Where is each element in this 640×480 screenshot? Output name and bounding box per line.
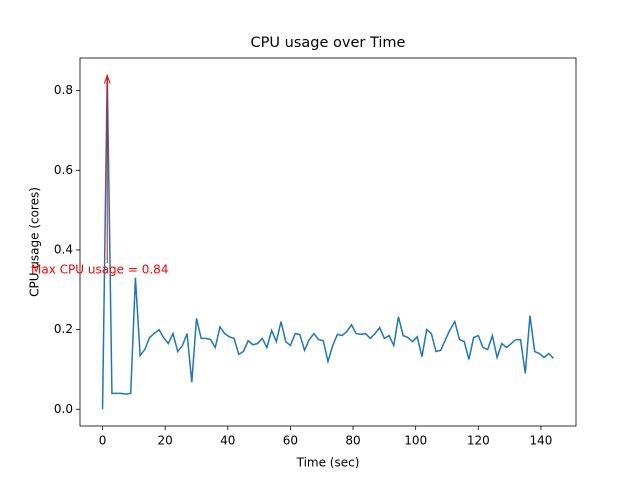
- y-tick-label: 0.4: [54, 242, 73, 256]
- annotation-text: Max CPU usage = 0.84: [31, 263, 168, 277]
- y-axis-label: CPU usage (cores): [28, 187, 42, 297]
- x-tick-label: 0: [99, 434, 107, 448]
- y-tick-label: 0.0: [54, 402, 73, 416]
- x-tick-label: 40: [220, 434, 235, 448]
- x-axis-label: Time (sec): [296, 456, 360, 470]
- x-tick-label: 80: [345, 434, 360, 448]
- y-tick-label: 0.8: [54, 83, 73, 97]
- data-line: [101, 74, 554, 410]
- x-tick-label: 100: [404, 434, 427, 448]
- plot-frame: [79, 57, 577, 427]
- x-tick-label: 20: [158, 434, 173, 448]
- x-tick-label: 120: [467, 434, 490, 448]
- annotation-arrowhead: [103, 74, 111, 84]
- x-tick-label: 140: [529, 434, 552, 448]
- y-tick-label: 0.6: [54, 163, 73, 177]
- x-tick-label: 60: [283, 434, 298, 448]
- y-tick-label: 0.2: [54, 322, 73, 336]
- chart-title: CPU usage over Time: [251, 35, 406, 51]
